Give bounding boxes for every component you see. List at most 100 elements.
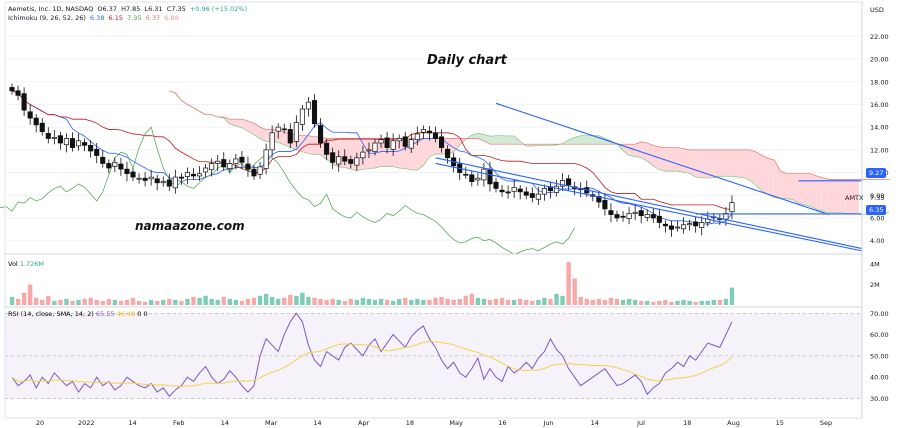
candle-body <box>275 126 281 132</box>
volume-bar <box>70 300 75 305</box>
ohlc-high: H7.85 <box>121 5 141 13</box>
ohlc-change: +0.96 (+15.02%) <box>189 5 248 13</box>
ichimoku-cloud-segment <box>816 175 823 212</box>
volume-bar <box>572 278 577 305</box>
volume-bar <box>415 298 420 305</box>
volume-bar <box>306 296 311 305</box>
volume-bar <box>427 299 432 305</box>
time-tick-label: 20 <box>36 419 44 427</box>
volume-bar <box>433 297 438 305</box>
candle-body <box>154 178 160 184</box>
site-watermark: namaazone.com <box>135 219 245 233</box>
candle-body <box>63 138 70 146</box>
ichimoku-cloud-segment <box>786 173 793 200</box>
candle-body <box>69 138 76 148</box>
candle-body <box>523 191 529 196</box>
volume-bar <box>34 297 39 305</box>
volume-bar <box>711 299 716 305</box>
candle-body <box>257 166 263 175</box>
candle-body <box>330 152 336 163</box>
ichimoku-cloud-segment <box>344 138 351 170</box>
candle-body <box>463 173 469 176</box>
volume-bar <box>403 297 408 305</box>
volume-bar <box>542 297 547 305</box>
volume-bar <box>94 299 99 305</box>
candle-body <box>668 225 675 230</box>
ichimoku-cloud-segment <box>768 158 775 198</box>
candle-body <box>100 156 106 164</box>
candle-body <box>106 163 112 169</box>
volume-bar <box>524 299 529 305</box>
volume-bar <box>336 299 341 305</box>
volume-bar <box>40 299 45 305</box>
volume-bar <box>511 299 517 305</box>
candle-body <box>33 117 39 126</box>
candle-body <box>15 90 21 96</box>
volume-bar <box>245 298 251 305</box>
candle-body <box>475 177 481 181</box>
ichimoku-cloud-segment <box>635 141 642 158</box>
volume-bar <box>481 298 487 305</box>
candle-body <box>511 186 517 192</box>
candle-body <box>21 93 27 111</box>
time-tick-label: 14 <box>128 419 136 427</box>
candle-body <box>680 224 687 230</box>
volume-tick-label: 2M <box>870 281 880 289</box>
volume-bar <box>390 300 396 305</box>
volume-bar <box>463 295 468 305</box>
time-tick-label: Mar <box>265 419 278 427</box>
ohlc-close: C7.35 <box>166 5 186 13</box>
candle-body <box>166 179 172 187</box>
volume-bar <box>499 297 505 305</box>
last-price: 7.35 <box>870 194 885 202</box>
rsi-sma-value: 46.48 <box>116 310 136 318</box>
price-tick-label: 12.00 <box>870 146 889 154</box>
candle-body <box>529 193 535 198</box>
volume-bar <box>161 299 166 305</box>
volume-bar <box>566 262 571 305</box>
candle-body <box>445 148 451 159</box>
ichimoku-cloud-segment <box>629 144 636 157</box>
currency-label: USD <box>870 6 884 14</box>
ichimoku-header: Ichimoku (9, 26, 52, 26) 6.38 6.15 7.35 … <box>8 14 181 22</box>
volume-bar <box>239 300 245 305</box>
ichimoku-cloud-segment <box>471 133 478 139</box>
symbol-name: Aemetis, Inc. 1D, NASDAQ <box>8 5 94 13</box>
time-tick-label: 16 <box>498 419 506 427</box>
candle-body <box>75 140 82 147</box>
candle-body <box>396 138 402 142</box>
ichimoku-cloud-segment <box>247 120 254 135</box>
ichimoku-cloud-segment <box>756 152 763 191</box>
ichimoku-cloud-segment <box>241 119 248 132</box>
rsi-extra: 0 <box>143 310 148 318</box>
ichimoku-cloud-segment <box>852 179 859 215</box>
chikou-line <box>0 126 575 255</box>
candle-body <box>136 177 142 180</box>
candle-body <box>299 108 305 125</box>
volume-bar <box>475 297 481 305</box>
volume-bar <box>620 299 626 305</box>
candle-body <box>197 173 203 177</box>
ichimoku-cloud-segment <box>417 138 424 170</box>
ichimoku-cloud-segment <box>846 179 853 214</box>
candle-body <box>39 122 45 133</box>
rsi-value: 65.55 <box>95 310 115 318</box>
volume-bar <box>530 300 535 305</box>
rsi-label: RSI (14, close, SMA, 14, 2) 65.55 46.48 … <box>8 310 148 318</box>
candle-body <box>699 222 705 228</box>
volume-bar <box>451 299 456 305</box>
resistance-badge: 9.27 <box>866 168 887 178</box>
candle-body <box>499 189 505 193</box>
candle-body <box>9 87 15 92</box>
ichimoku-cloud-segment <box>278 129 285 145</box>
volume-bar <box>118 300 124 305</box>
volume-bar <box>675 300 680 305</box>
rsi-tick-label: 50.00 <box>870 352 889 360</box>
candle-body <box>384 137 390 148</box>
volume-bar <box>584 298 589 305</box>
volume-bar <box>632 299 638 305</box>
rsi-tick-label: 60.00 <box>870 331 889 339</box>
volume-bar <box>608 297 614 305</box>
volume-bar <box>354 299 360 305</box>
candle-body <box>517 188 523 193</box>
